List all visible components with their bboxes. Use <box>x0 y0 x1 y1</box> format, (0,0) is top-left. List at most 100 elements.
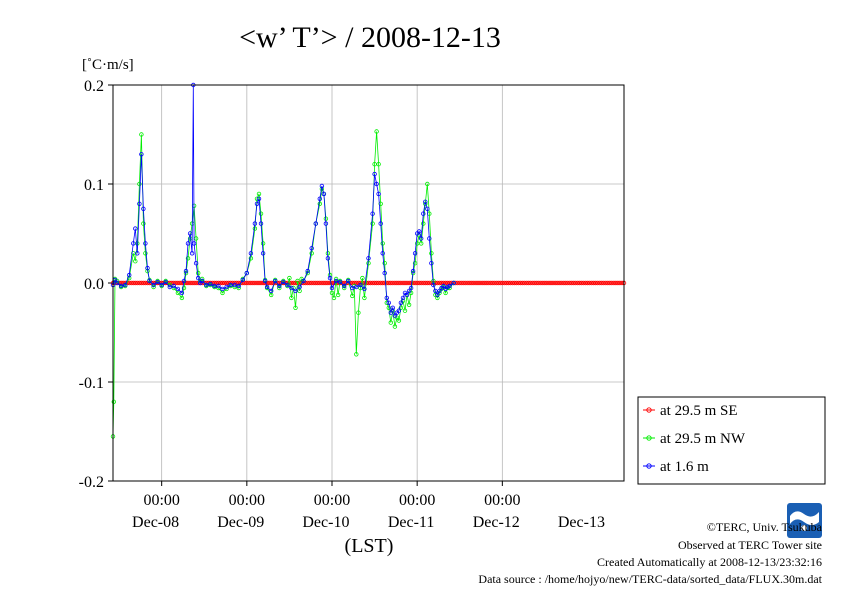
data-point <box>335 292 341 298</box>
data-point <box>244 270 249 276</box>
data-point <box>248 251 254 256</box>
data-point <box>439 280 444 286</box>
data-point <box>370 221 375 226</box>
x-tick-date-label: Dec-09 <box>217 514 264 531</box>
data-point <box>603 280 608 286</box>
data-point <box>183 268 189 274</box>
data-point <box>329 280 335 286</box>
data-point <box>366 280 371 286</box>
data-point <box>220 286 225 292</box>
data-point <box>252 221 258 226</box>
data-point <box>443 290 448 296</box>
data-point <box>475 280 481 286</box>
data-point <box>554 280 560 286</box>
series-line <box>112 84 454 317</box>
data-point <box>264 284 270 290</box>
data-point <box>141 221 146 226</box>
data-point <box>133 280 138 286</box>
data-point <box>346 278 351 284</box>
data-point <box>358 285 363 291</box>
data-point <box>421 221 426 226</box>
data-point <box>258 221 264 226</box>
data-point <box>412 280 418 286</box>
legend-label: at 29.5 m SE <box>660 403 738 419</box>
data-point <box>185 256 191 261</box>
data-point <box>427 280 432 286</box>
data-point <box>313 221 318 226</box>
data-point <box>193 261 199 266</box>
data-point <box>252 226 258 231</box>
data-point <box>204 282 209 288</box>
data-point <box>319 183 325 189</box>
data-point <box>236 283 241 289</box>
data-point <box>240 277 245 283</box>
data-point <box>516 280 521 286</box>
data-point <box>323 280 329 286</box>
credit-created: Created Automatically at 2008-12-13/23:3… <box>597 555 822 569</box>
data-point <box>185 241 191 246</box>
data-point <box>317 280 322 286</box>
data-point <box>534 280 539 286</box>
data-point <box>250 280 256 286</box>
data-point <box>522 280 527 286</box>
x-axis-ticks: 00:00 00:00 00:00 00:00 00:00 Dec-08 Dec-09 Dec… <box>132 481 605 531</box>
data-point <box>135 280 140 286</box>
data-point <box>260 251 266 256</box>
data-point <box>232 282 237 288</box>
data-point <box>441 283 446 289</box>
data-point <box>350 293 355 299</box>
data-point <box>556 280 562 286</box>
data-point <box>289 295 294 301</box>
data-point <box>331 295 337 301</box>
data-point <box>567 280 572 286</box>
data-point <box>571 280 576 286</box>
data-point <box>617 280 623 286</box>
data-point <box>477 280 483 286</box>
data-point <box>412 261 418 266</box>
data-point <box>512 280 517 286</box>
data-point <box>396 318 402 323</box>
data-point <box>485 280 491 286</box>
credit-observed: Observed at TERC Tower site <box>678 538 822 552</box>
data-point <box>252 280 258 286</box>
data-point <box>518 280 523 286</box>
data-point <box>597 280 602 286</box>
data-point <box>417 280 422 286</box>
data-point <box>185 280 191 286</box>
x-tick-date-label: Dec-10 <box>302 514 349 531</box>
data-point <box>269 292 274 298</box>
data-point <box>285 282 290 288</box>
data-point <box>536 280 541 286</box>
legend-marker <box>646 407 652 413</box>
data-point <box>530 280 535 286</box>
data-point <box>406 288 412 294</box>
data-point <box>471 280 477 286</box>
data-point <box>177 280 183 286</box>
data-point <box>220 280 225 286</box>
data-point <box>305 268 310 274</box>
data-point <box>317 201 322 206</box>
data-point <box>599 280 604 286</box>
data-point <box>181 285 187 291</box>
data-point <box>315 280 320 286</box>
data-point <box>354 352 359 357</box>
data-point <box>563 280 568 286</box>
data-point <box>388 310 393 315</box>
data-point <box>254 201 260 206</box>
data-point <box>376 280 381 286</box>
data-point <box>558 280 564 286</box>
data-point <box>579 280 584 286</box>
data-point <box>133 259 138 264</box>
plot-frame <box>112 84 625 482</box>
data-point <box>145 265 150 271</box>
data-point <box>131 241 136 246</box>
series-0 <box>110 280 627 286</box>
data-point <box>390 280 395 286</box>
data-point <box>550 280 556 286</box>
y-tick-label: 0.1 <box>84 177 104 194</box>
data-point <box>244 280 249 286</box>
data-point <box>396 308 402 313</box>
data-point <box>490 280 495 286</box>
data-point <box>228 282 233 288</box>
